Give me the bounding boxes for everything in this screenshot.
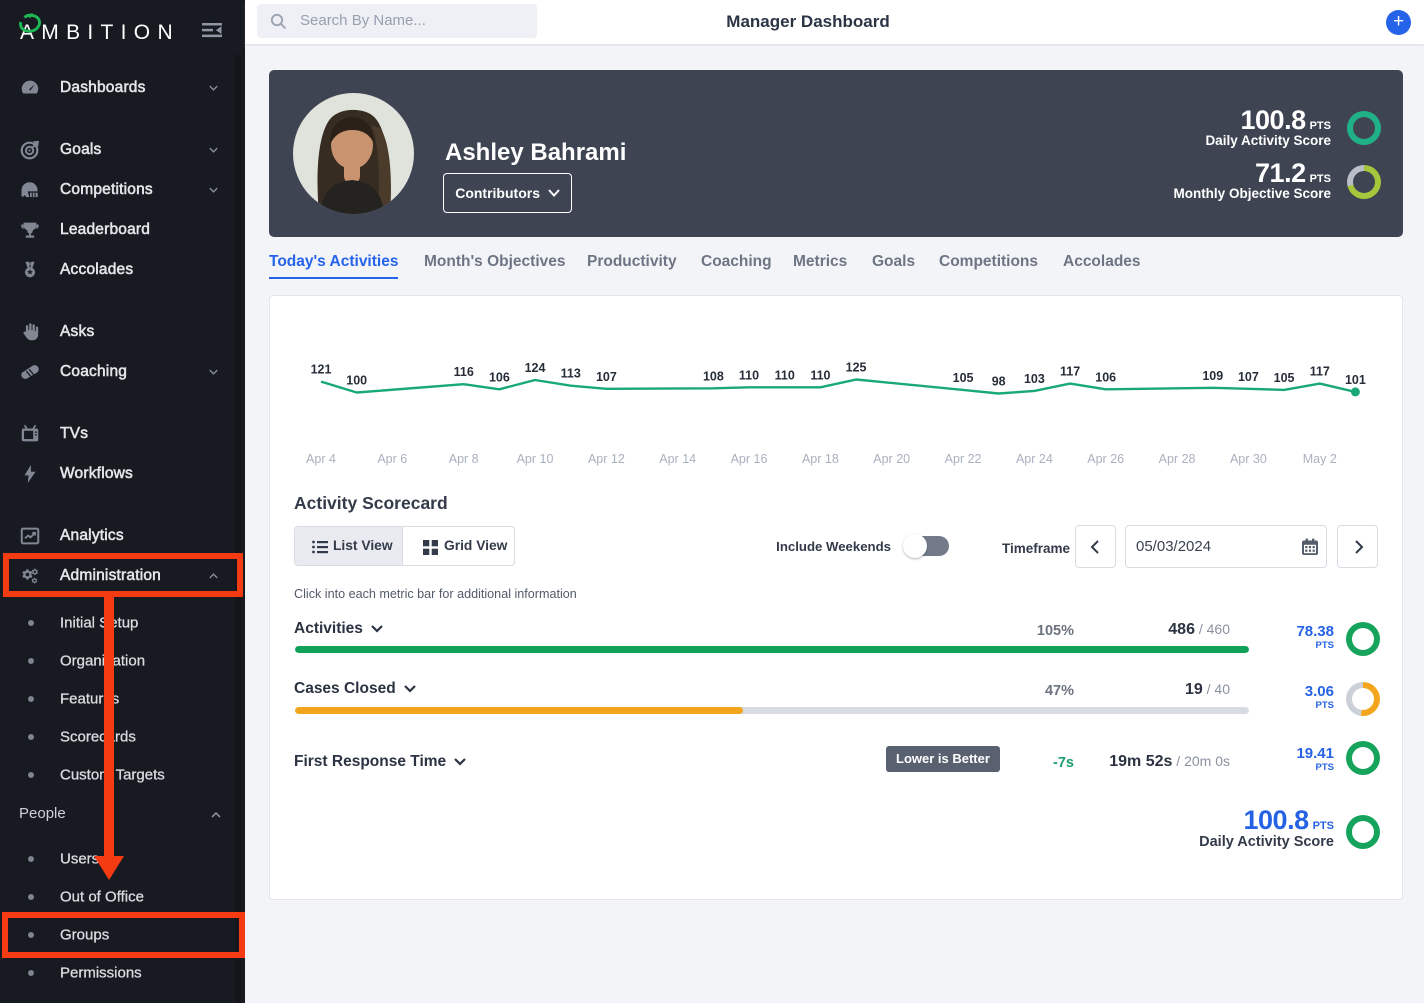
svg-text:Apr 4: Apr 4 [306,452,336,466]
svg-text:117: 117 [1310,365,1330,379]
svg-text:116: 116 [454,365,474,379]
svg-text:Apr 24: Apr 24 [1016,452,1053,466]
svg-text:Apr 14: Apr 14 [659,452,696,466]
svg-text:105: 105 [953,371,974,385]
svg-text:113: 113 [561,367,581,381]
svg-text:109: 109 [1202,369,1223,383]
svg-text:103: 103 [1024,372,1045,386]
svg-text:117: 117 [1060,365,1080,379]
svg-text:106: 106 [1095,370,1116,384]
svg-text:108: 108 [703,369,724,383]
svg-text:101: 101 [1345,373,1366,387]
svg-text:121: 121 [311,363,332,377]
svg-text:110: 110 [810,368,830,382]
svg-text:Apr 12: Apr 12 [588,452,625,466]
svg-text:105: 105 [1274,371,1295,385]
svg-text:Apr 10: Apr 10 [517,452,554,466]
svg-text:106: 106 [489,370,510,384]
svg-text:Apr 6: Apr 6 [377,452,407,466]
svg-text:110: 110 [739,368,759,382]
svg-text:124: 124 [525,361,546,375]
svg-text:May 2: May 2 [1303,452,1337,466]
svg-text:Apr 20: Apr 20 [873,452,910,466]
svg-text:110: 110 [775,368,795,382]
svg-text:AMBITION: AMBITION [20,21,180,44]
svg-text:Apr 30: Apr 30 [1230,452,1267,466]
svg-text:Apr 18: Apr 18 [802,452,839,466]
svg-text:Apr 26: Apr 26 [1087,452,1124,466]
svg-text:Apr 16: Apr 16 [731,452,768,466]
svg-text:100: 100 [346,374,367,388]
svg-text:Apr 28: Apr 28 [1159,452,1196,466]
svg-text:107: 107 [1238,370,1259,384]
svg-text:98: 98 [992,375,1006,389]
svg-text:125: 125 [846,361,867,375]
svg-text:107: 107 [596,370,617,384]
svg-text:Apr 8: Apr 8 [449,452,479,466]
svg-text:Apr 22: Apr 22 [945,452,982,466]
